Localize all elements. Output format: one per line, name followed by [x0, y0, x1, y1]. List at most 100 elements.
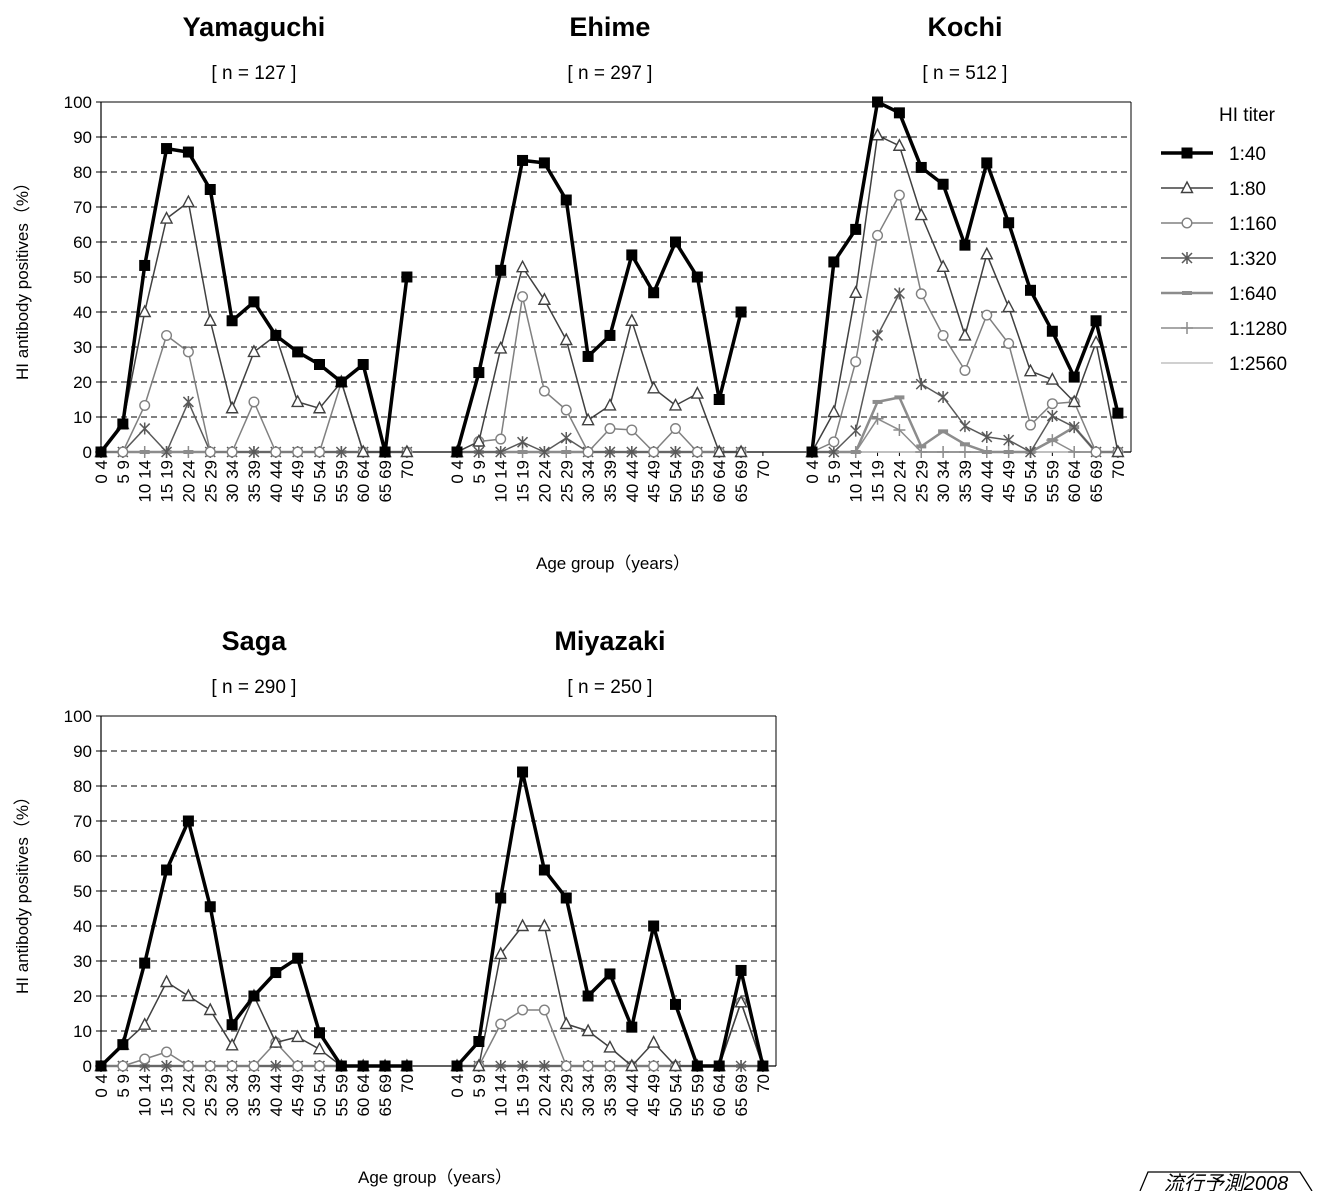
data-point	[161, 1060, 173, 1072]
data-point	[806, 446, 818, 458]
y-tick-label: 0	[83, 1057, 92, 1076]
x-tick-label: 15 19	[514, 460, 533, 503]
data-point	[1090, 315, 1102, 327]
x-tick-label: 25 29	[201, 1074, 220, 1117]
data-point	[1045, 372, 1060, 385]
data-point	[517, 154, 529, 166]
data-point	[95, 446, 107, 458]
y-tick-label: 20	[73, 373, 92, 392]
data-point	[1025, 284, 1036, 296]
data-point	[828, 256, 840, 268]
data-point	[226, 1060, 238, 1072]
data-point	[472, 1058, 486, 1072]
y-tick-label: 100	[64, 707, 92, 726]
data-point	[270, 446, 282, 458]
data-point	[981, 430, 993, 443]
data-point	[892, 138, 907, 151]
x-tick-label: 35 39	[601, 1074, 620, 1117]
data-point	[182, 395, 194, 408]
data-point	[936, 259, 950, 273]
data-point	[161, 864, 173, 876]
x-tick-label: 40 44	[267, 460, 286, 503]
data-point	[670, 236, 681, 248]
y-tick-label: 50	[73, 882, 92, 901]
x-tick-label: 50 54	[311, 460, 330, 503]
x-tick-label: 5 9	[470, 460, 489, 484]
data-point	[670, 998, 681, 1010]
x-tick-label: 60 64	[354, 460, 373, 503]
data-point	[735, 964, 747, 976]
data-point	[828, 446, 840, 458]
panel-title: Yamaguchi	[183, 12, 326, 42]
data-point	[515, 918, 530, 932]
data-point	[181, 194, 196, 208]
data-point	[959, 364, 971, 376]
data-point	[1068, 446, 1081, 458]
legend-entry: 1:1280	[1161, 319, 1287, 340]
x-tick-label: 20 24	[535, 460, 554, 503]
data-point	[248, 990, 260, 1002]
x-tick-label: 50 54	[311, 1074, 330, 1117]
data-point	[517, 291, 529, 303]
data-point	[379, 1060, 391, 1072]
data-point	[560, 892, 572, 904]
data-point	[668, 1058, 683, 1072]
x-tick-label: 0 4	[448, 1074, 467, 1098]
data-point	[560, 432, 572, 444]
data-point	[204, 446, 216, 458]
data-point	[582, 446, 594, 458]
data-point	[626, 446, 638, 458]
data-point	[495, 1018, 507, 1030]
series-1-80	[805, 127, 1125, 458]
data-point	[226, 1019, 238, 1031]
data-point	[117, 1039, 129, 1051]
x-tick-label: 5 9	[114, 1074, 133, 1098]
data-point	[182, 815, 194, 827]
data-point	[691, 1060, 703, 1072]
x-tick-label: 45 49	[1000, 460, 1019, 503]
x-tick-label: 30 34	[934, 460, 953, 503]
panel-saga: Saga [ n = 290 ]	[94, 626, 414, 1072]
legend-entry: 1:2560	[1161, 354, 1287, 375]
x-tick-label: 40 44	[978, 460, 997, 503]
series-1-40	[451, 766, 769, 1072]
data-point	[473, 1036, 485, 1047]
panel-ehime: Ehime [ n = 297 ]	[450, 12, 748, 458]
data-point	[401, 271, 413, 283]
x-tick-label: 0 4	[803, 460, 822, 484]
data-point	[916, 444, 927, 449]
y-tick-label: 0	[83, 443, 92, 462]
x-tick-label: 60 64	[1065, 460, 1084, 503]
data-point	[538, 1060, 550, 1072]
data-point	[1090, 446, 1102, 458]
data-point	[1067, 394, 1081, 408]
x-tick-label: 55 59	[1043, 460, 1062, 503]
y-tick-label: 60	[73, 233, 92, 252]
x-tick-label: 25 29	[912, 460, 931, 503]
logo-badge: 流行予測2008	[1139, 1171, 1313, 1191]
data-point	[248, 1060, 260, 1072]
series-line	[456, 266, 741, 453]
x-tick-label: 55 59	[332, 1074, 351, 1117]
data-point	[226, 446, 238, 458]
data-point	[314, 1027, 325, 1039]
data-point	[691, 271, 703, 283]
data-point	[1046, 398, 1058, 410]
data-point	[314, 1060, 326, 1072]
data-point	[495, 446, 507, 458]
data-point	[604, 446, 616, 458]
data-point	[871, 412, 884, 425]
data-point	[473, 446, 485, 458]
data-point	[248, 396, 260, 408]
data-point	[626, 1021, 638, 1033]
data-point	[559, 332, 573, 346]
data-point	[494, 340, 508, 354]
x-tick-label: 30 34	[579, 1074, 598, 1117]
data-point	[1024, 446, 1037, 458]
data-point	[872, 329, 884, 342]
y-tick-label: 80	[73, 777, 92, 796]
x-tick-label: 70	[398, 1074, 417, 1093]
data-point	[1023, 363, 1038, 377]
x-tick-label: 65 69	[732, 460, 751, 503]
data-point	[1068, 421, 1080, 434]
